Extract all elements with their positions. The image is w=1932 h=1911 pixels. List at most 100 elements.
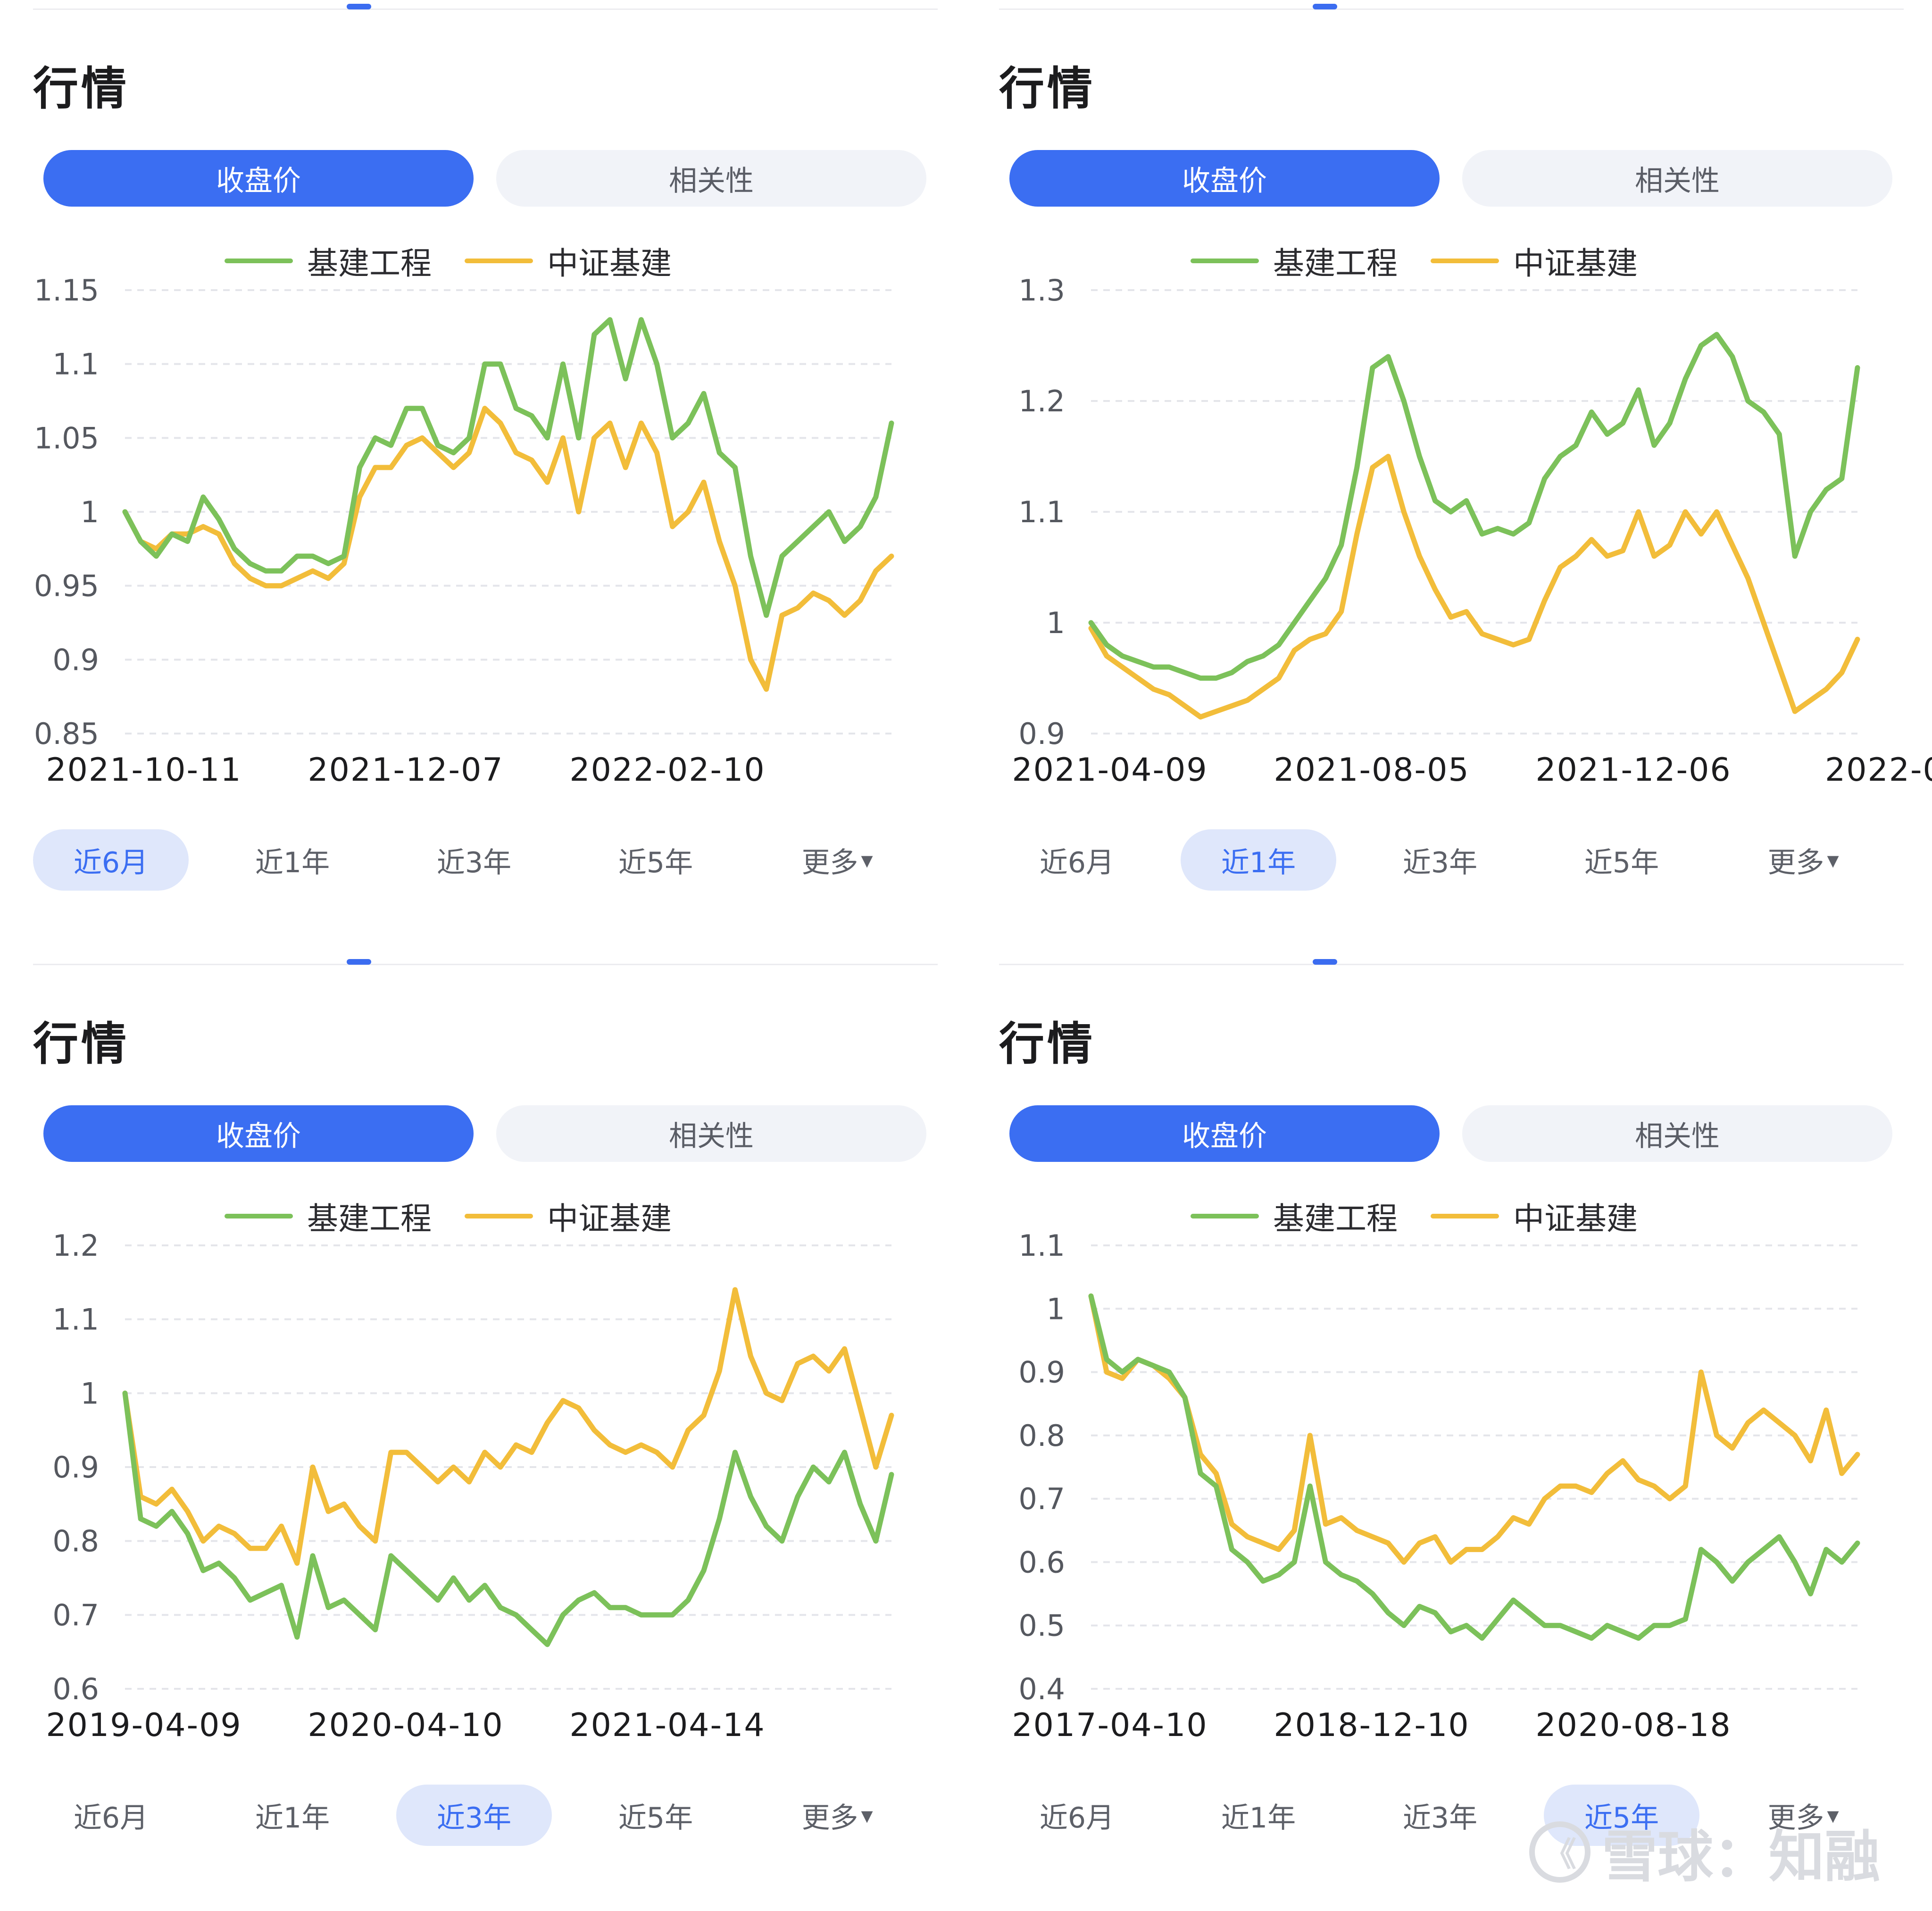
line-chart[interactable]: 0.6 0.7 0.8 0.9 1 1.1 1.2 2019-04-09 2020-04-10 2…: [0, 1219, 966, 1757]
legend-item-jijian-gongcheng[interactable]: 基建工程: [225, 1193, 432, 1239]
tab-correlation[interactable]: 相关性: [496, 1105, 926, 1162]
market-panel: 行情 收盘价 相关性 基建工程 中证基建 0.4 0.5 0.6 0.7 0.8 0.9 1…: [966, 955, 1932, 1911]
scroll-indicator: [347, 4, 371, 9]
series-line-zhongzheng-jijian: [122, 1287, 894, 1566]
legend-swatch: [225, 259, 293, 263]
range-6m[interactable]: 近6月: [1039, 846, 1115, 879]
line-chart[interactable]: 0.9 1 1.1 1.2 1.3 2021-04-09 2021-08-05 2021-12…: [966, 264, 1932, 802]
chart-legend: 基建工程 中证基建: [0, 1193, 896, 1239]
y-tick-label: 1: [81, 1376, 99, 1410]
series-line-zhongzheng-jijian: [1088, 454, 1860, 720]
range-6m[interactable]: 近6月: [1039, 1801, 1115, 1835]
x-tick-label: 2022-04: [1825, 751, 1932, 789]
tab-closing-price[interactable]: 收盘价: [1009, 1105, 1440, 1162]
y-tick-label: 1.1: [1018, 495, 1065, 529]
x-tick-label: 2021-10-11: [46, 751, 242, 789]
scroll-indicator: [347, 959, 371, 965]
y-tick-label: 0.8: [52, 1524, 99, 1559]
range-5y[interactable]: 近5年: [618, 846, 693, 879]
section-title: 行情: [33, 62, 129, 115]
snowball-logo-icon: 《: [1529, 1821, 1591, 1883]
y-tick-label: 1: [81, 495, 99, 529]
y-tick-label: 0.7: [1018, 1482, 1065, 1516]
legend-label: 中证基建: [1513, 245, 1638, 282]
range-3y[interactable]: 近3年: [436, 846, 512, 879]
series-line-zhongzheng-jijian: [1088, 1293, 1860, 1565]
range-1y[interactable]: 近1年: [255, 846, 330, 879]
y-tick-label: 0.9: [1018, 717, 1065, 751]
legend-swatch: [1431, 259, 1499, 263]
legend-item-zhongzheng-jijian[interactable]: 中证基建: [1431, 238, 1638, 284]
y-tick-label: 1.1: [1018, 1228, 1065, 1263]
y-tick-label: 0.5: [1018, 1609, 1065, 1643]
y-tick-label: 0.85: [34, 717, 99, 751]
range-3y[interactable]: 近3年: [396, 1785, 552, 1846]
legend-item-jijian-gongcheng[interactable]: 基建工程: [1191, 1193, 1398, 1239]
divider: [33, 964, 938, 965]
legend-item-jijian-gongcheng[interactable]: 基建工程: [225, 238, 432, 284]
line-chart[interactable]: 0.4 0.5 0.6 0.7 0.8 0.9 1 1.1 2017-04-10 2018-12-…: [966, 1219, 1932, 1757]
tab-closing-price[interactable]: 收盘价: [43, 150, 474, 207]
watermark: 《 雪球：知融: [1529, 1811, 1880, 1892]
range-selector: 近6月 近1年 近3年 近5年 更多: [33, 1785, 906, 1846]
market-panel: 行情 收盘价 相关性 基建工程 中证基建 0.6 0.7 0.8 0.9 1 1.1 1.2…: [0, 955, 966, 1911]
watermark-text: 雪球：知融: [1601, 1824, 1880, 1889]
range-3y[interactable]: 近3年: [1402, 846, 1478, 879]
y-tick-label: 1.05: [34, 421, 99, 455]
range-selector: 近6月 近1年 近3年 近5年 更多: [999, 829, 1872, 891]
x-tick-label: 2021-04-09: [1012, 751, 1208, 789]
y-tick-label: 1: [1047, 606, 1065, 640]
y-tick-label: 0.9: [52, 1450, 99, 1485]
scroll-indicator: [1313, 959, 1337, 965]
tab-correlation[interactable]: 相关性: [496, 150, 926, 207]
scroll-indicator: [1313, 4, 1337, 9]
range-selector: 近6月 近1年 近3年 近5年 更多: [999, 1785, 1872, 1846]
tab-correlation[interactable]: 相关性: [1462, 1105, 1892, 1162]
legend-label: 中证基建: [1513, 1201, 1638, 1237]
x-tick-label: 2020-04-10: [308, 1707, 503, 1744]
range-3y[interactable]: 近3年: [1402, 1801, 1478, 1835]
section-title: 行情: [33, 1018, 129, 1070]
tab-correlation[interactable]: 相关性: [1462, 150, 1892, 207]
legend-item-jijian-gongcheng[interactable]: 基建工程: [1191, 238, 1398, 284]
range-1y[interactable]: 近1年: [1181, 829, 1336, 891]
line-chart[interactable]: 0.85 0.9 0.95 1 1.05 1.1 1.15 2021-10-11 2021-12…: [0, 264, 966, 802]
range-1y[interactable]: 近1年: [1221, 1801, 1296, 1835]
x-tick-label: 2021-12-06: [1535, 751, 1731, 789]
legend-item-zhongzheng-jijian[interactable]: 中证基建: [1431, 1193, 1638, 1239]
y-tick-label: 0.4: [1018, 1672, 1065, 1706]
range-more-dropdown[interactable]: 更多: [759, 1785, 915, 1846]
legend-swatch: [465, 1214, 533, 1218]
legend-label: 中证基建: [547, 245, 672, 282]
market-panel: 行情 收盘价 相关性 基建工程 中证基建 0.85 0.9 0.95 1 1.05 1.1…: [0, 0, 966, 955]
legend-item-zhongzheng-jijian[interactable]: 中证基建: [465, 238, 672, 284]
y-tick-label: 0.7: [52, 1598, 99, 1632]
y-tick-label: 0.9: [1018, 1355, 1065, 1390]
chart-legend: 基建工程 中证基建: [966, 1193, 1862, 1239]
tab-closing-price[interactable]: 收盘价: [43, 1105, 474, 1162]
y-tick-label: 1.3: [1018, 273, 1065, 308]
range-6m[interactable]: 近6月: [33, 829, 189, 891]
range-5y[interactable]: 近5年: [1584, 846, 1659, 879]
y-tick-label: 1: [1047, 1292, 1065, 1326]
range-1y[interactable]: 近1年: [255, 1801, 330, 1835]
range-more-dropdown[interactable]: 更多: [759, 829, 915, 891]
range-6m[interactable]: 近6月: [73, 1801, 149, 1835]
market-panel: 行情 收盘价 相关性 基建工程 中证基建 0.9 1 1.1 1.2 1.3 2021-0…: [966, 0, 1932, 955]
x-tick-label: 2022-02-10: [569, 751, 765, 789]
x-tick-label: 2017-04-10: [1012, 1707, 1208, 1744]
legend-label: 基建工程: [1273, 1201, 1398, 1237]
legend-swatch: [465, 259, 533, 263]
y-tick-label: 1.15: [34, 273, 99, 308]
range-5y[interactable]: 近5年: [618, 1801, 693, 1835]
x-tick-label: 2018-12-10: [1274, 1707, 1469, 1744]
legend-swatch: [1431, 1214, 1499, 1218]
series-line-jijian-gongcheng: [1088, 332, 1860, 681]
range-more-dropdown[interactable]: 更多: [1725, 1785, 1881, 1846]
range-more-dropdown[interactable]: 更多: [1725, 829, 1881, 891]
legend-item-zhongzheng-jijian[interactable]: 中证基建: [465, 1193, 672, 1239]
legend-swatch: [1191, 259, 1259, 263]
series-line-jijian-gongcheng: [1088, 1293, 1860, 1641]
y-tick-label: 0.8: [1018, 1419, 1065, 1453]
tab-closing-price[interactable]: 收盘价: [1009, 150, 1440, 207]
